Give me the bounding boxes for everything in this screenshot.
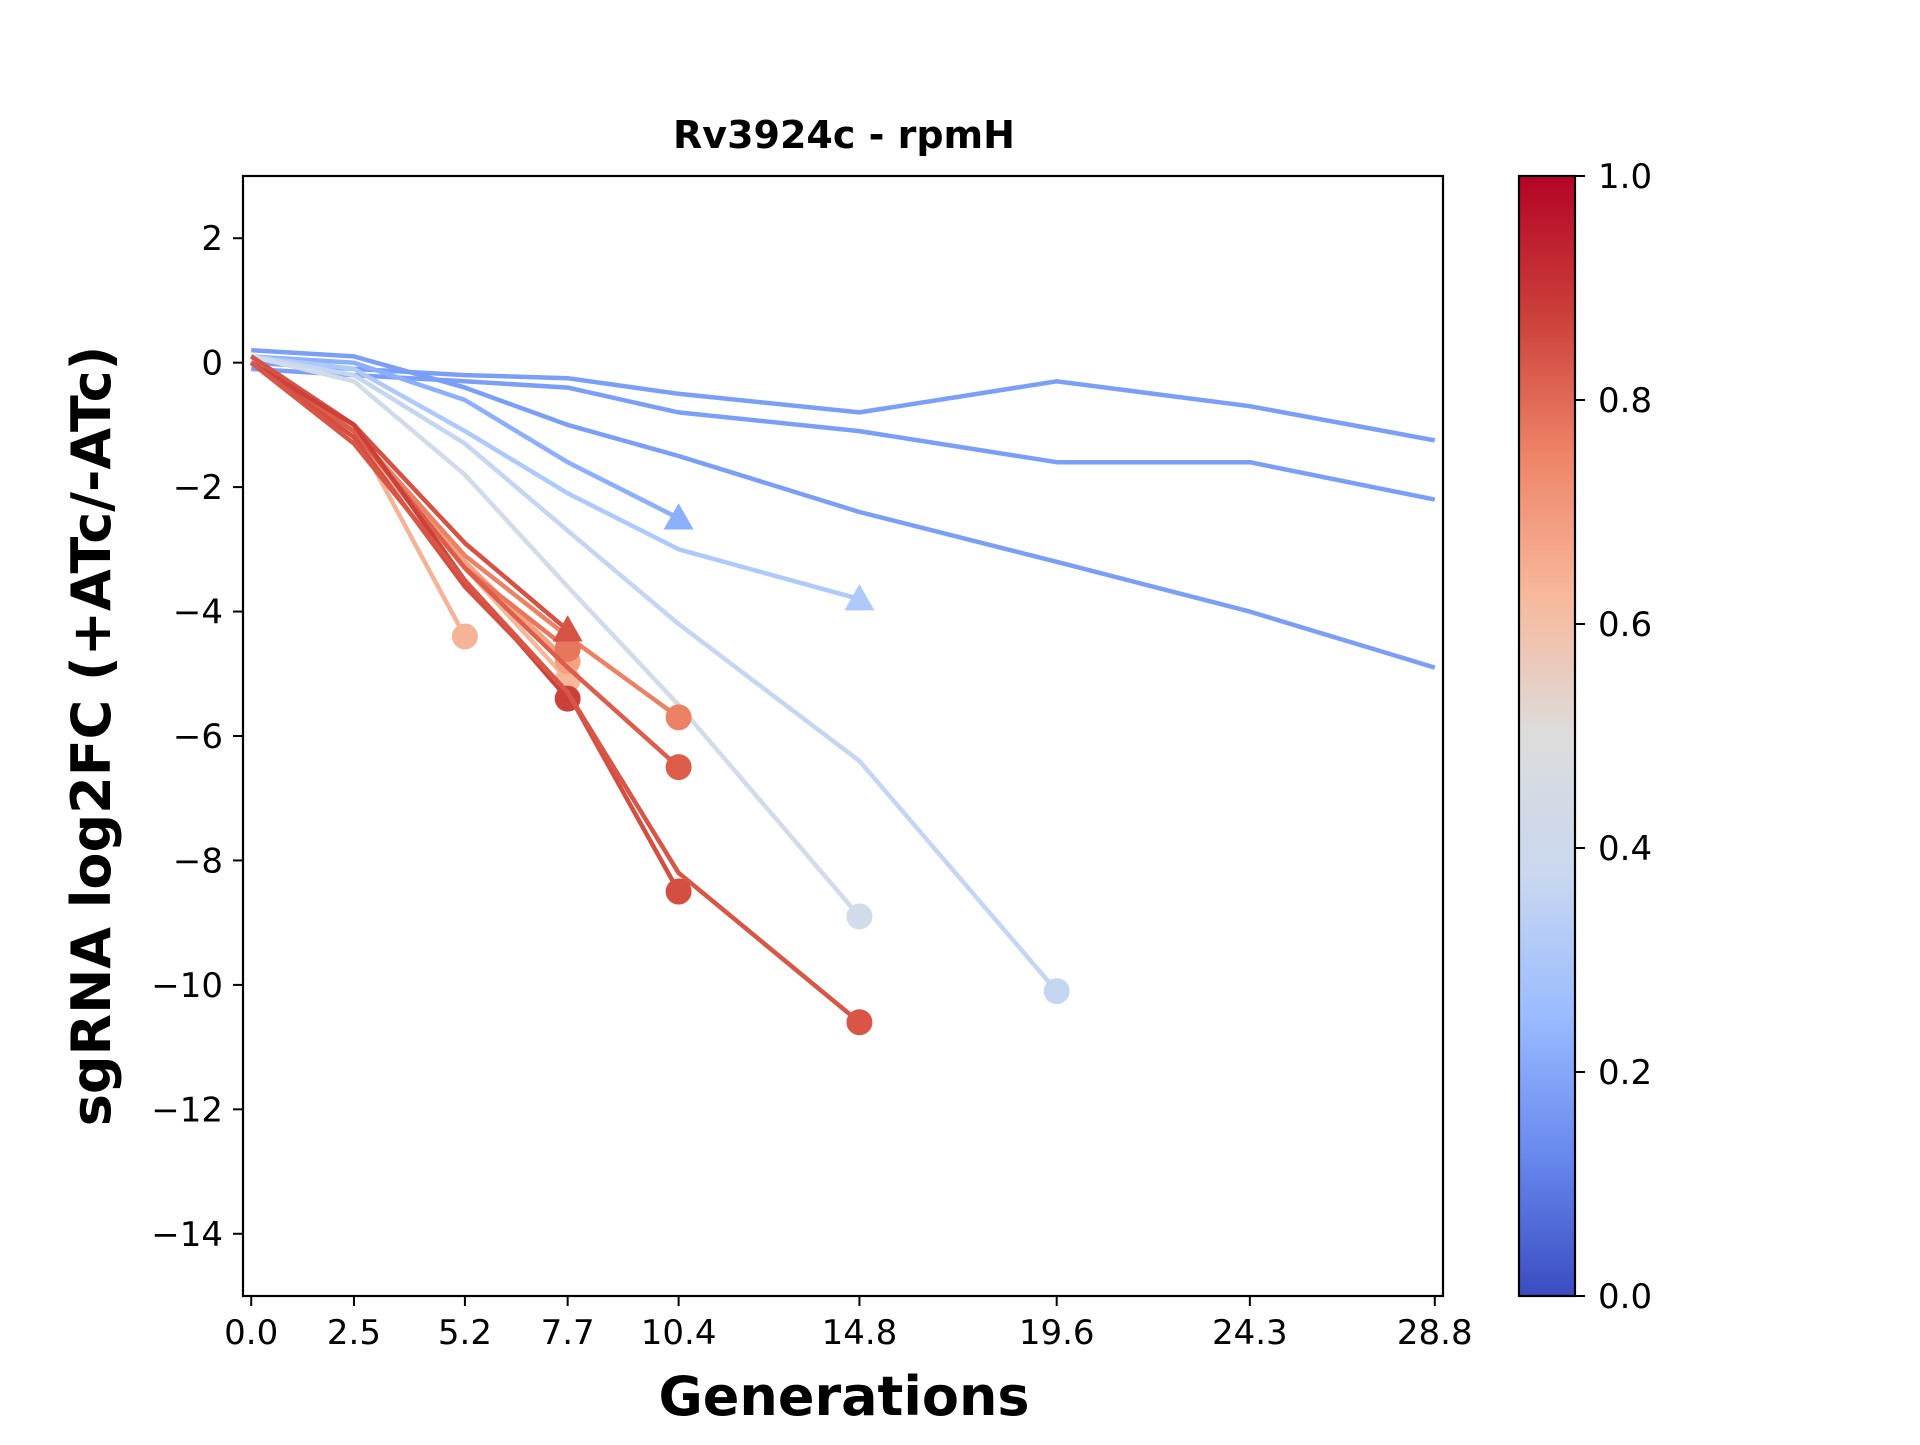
x-tick-label: 2.5: [327, 1313, 381, 1353]
y-tick-label: 0: [201, 344, 223, 384]
series-end-point-4: [844, 584, 875, 611]
colorbar-tick-label: 0.2: [1598, 1053, 1652, 1093]
y-tick-label: −6: [173, 717, 223, 757]
series-line-16: [249, 360, 861, 1024]
colorbar-gradient: [1517, 174, 1577, 1298]
series-line-7: [249, 360, 467, 638]
x-tick-label: 14.8: [822, 1313, 898, 1353]
series-line-4: [250, 354, 860, 602]
series-end-point-13: [552, 615, 583, 642]
colorbar-tick-label: 0.4: [1598, 829, 1652, 869]
x-tick-label: 0.0: [224, 1313, 278, 1353]
colorbar-ticks: 0.0 0.2 0.4 0.6 0.8 1.0: [1575, 157, 1652, 1317]
x-tick-label: 5.2: [438, 1313, 492, 1353]
series-layer: [249, 347, 1436, 1036]
plot-frame: [241, 174, 1445, 1298]
series-line-13: [249, 354, 570, 632]
x-tick-label: 10.4: [641, 1313, 717, 1353]
series-end-point-10: [665, 704, 692, 731]
x-tick-label: 7.7: [541, 1313, 595, 1353]
colorbar-tick-label: 0.8: [1598, 381, 1652, 421]
colorbar-tick-label: 0.6: [1598, 605, 1652, 645]
series-line-15: [249, 360, 681, 893]
y-tick-label: −4: [173, 593, 223, 633]
y-tick-label: −2: [173, 468, 223, 508]
series-line-12: [249, 360, 681, 769]
series-line-5: [250, 354, 1059, 993]
series-end-point-7: [451, 623, 478, 650]
y-tick-label: −14: [151, 1215, 223, 1255]
x-tick-label: 28.8: [1397, 1313, 1473, 1353]
y-axis-label: sgRNA log2FC (+ATc/-ATc): [60, 346, 123, 1127]
series-line-3: [251, 354, 680, 521]
series-end-point-5: [1043, 978, 1070, 1005]
y-axis: 2 0 −2 −4 −6 −8 −10 −12 −14: [151, 219, 243, 1255]
y-tick-label: −12: [151, 1090, 223, 1130]
x-tick-label: 24.3: [1212, 1313, 1288, 1353]
x-axis: 0.0 2.5 5.2 7.7 10.4 14.8 19.6 24.3 28.8: [224, 1296, 1473, 1353]
colorbar: 0.0 0.2 0.4 0.6 0.8 1.0: [1517, 157, 1652, 1317]
series-line-6: [250, 354, 862, 918]
series-end-point-3: [663, 503, 694, 530]
series-line-2: [251, 347, 1436, 670]
chart-title: Rv3924c - rpmH: [673, 113, 1015, 157]
colorbar-tick-label: 0.0: [1598, 1277, 1652, 1317]
series-end-point-16: [846, 1009, 873, 1036]
series-end-point-11: [554, 635, 581, 662]
colorbar-tick-label: 1.0: [1598, 157, 1652, 197]
y-tick-label: −8: [173, 841, 223, 881]
series-line-0: [251, 360, 1436, 443]
y-tick-label: 2: [201, 219, 223, 259]
x-tick-label: 19.6: [1019, 1313, 1095, 1353]
x-axis-label: Generations: [658, 1365, 1029, 1428]
y-tick-label: −10: [151, 966, 223, 1006]
series-end-point-12: [665, 754, 692, 781]
series-end-point-6: [846, 903, 873, 930]
series-end-point-15: [665, 878, 692, 905]
